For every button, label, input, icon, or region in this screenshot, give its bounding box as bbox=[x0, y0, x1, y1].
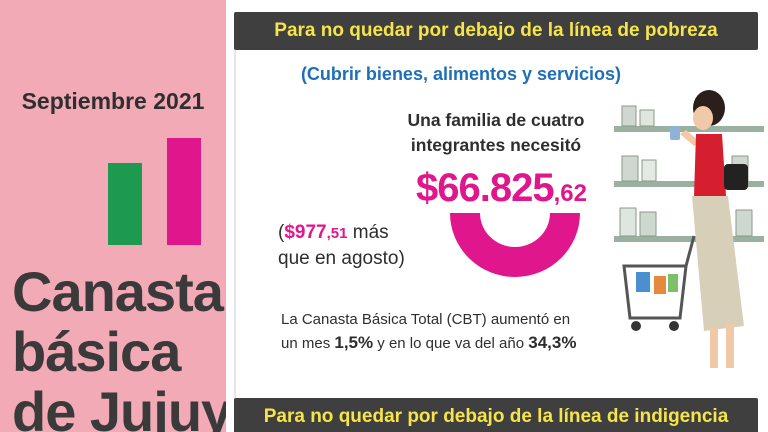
left-panel: Septiembre 2021 Canasta básica de Jujuy bbox=[0, 0, 226, 432]
amount-main: $66.825 bbox=[416, 166, 555, 210]
increase-paren: ( bbox=[278, 222, 285, 243]
pink-bar-icon bbox=[167, 138, 201, 245]
content-panel: Para no quedar por debajo de la línea de… bbox=[226, 0, 768, 432]
family-line-2: integrantes necesitó bbox=[410, 135, 582, 155]
cbt-text: La Canasta Básica Total (CBT) aumentó en… bbox=[281, 308, 621, 355]
woman-shopping-cart-illustration bbox=[614, 90, 764, 368]
cbt-line-2b: y en lo que va del año bbox=[373, 335, 529, 352]
family-text: Una familia de cuatro integrantes necesi… bbox=[396, 108, 596, 158]
indigence-banner: Para no quedar por debajo de la línea de… bbox=[234, 398, 758, 432]
poverty-amount: $66.825,62 bbox=[416, 166, 587, 211]
increase-decimals: ,51 bbox=[326, 225, 348, 242]
cbt-monthly-value: 1,5% bbox=[334, 333, 374, 352]
poverty-subtitle: (Cubrir bienes, alimentos y servicios) bbox=[300, 64, 622, 84]
increase-line-2: que en agosto) bbox=[278, 248, 405, 269]
divider bbox=[234, 50, 236, 398]
cbt-line-2a: un mes bbox=[281, 335, 335, 352]
increase-value: $977 bbox=[284, 222, 327, 243]
family-line-1: Una familia de cuatro bbox=[407, 110, 585, 130]
cbt-line-1: La Canasta Básica Total (CBT) aumentó en bbox=[281, 311, 571, 328]
increase-tail: más bbox=[347, 222, 389, 243]
main-title: Canasta básica de Jujuy bbox=[12, 262, 226, 432]
green-bar-icon bbox=[108, 163, 142, 245]
amount-decimals: ,62 bbox=[553, 180, 587, 207]
cbt-yearly-value: 34,3% bbox=[528, 333, 577, 352]
poverty-banner: Para no quedar por debajo de la línea de… bbox=[234, 12, 758, 50]
monthly-increase: ($977,51 más que en agosto) bbox=[278, 220, 453, 271]
half-circle-icon bbox=[450, 213, 580, 277]
title-line-1: Canasta bbox=[12, 260, 224, 323]
title-line-3: de Jujuy bbox=[12, 380, 226, 432]
title-line-2: básica bbox=[12, 320, 181, 383]
date-label: Septiembre 2021 bbox=[21, 88, 205, 114]
